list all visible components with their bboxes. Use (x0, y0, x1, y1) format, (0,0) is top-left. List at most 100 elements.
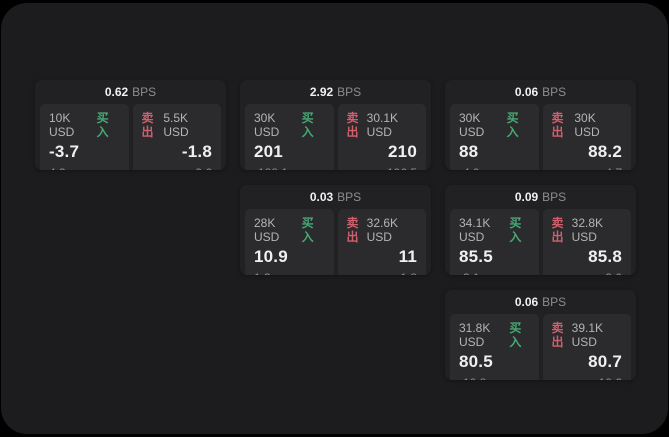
bps-unit-label: BPS (337, 190, 362, 204)
bps-unit-label: BPS (132, 85, 157, 99)
sell-panel-top: 卖出 5.5K USD (142, 111, 213, 139)
card-header: 2.92 BPS (240, 80, 431, 104)
bps-unit-label: BPS (542, 85, 567, 99)
buy-delta: -188.1 (254, 166, 325, 170)
buy-panel[interactable]: 34.1K USD 买入 85.5 -3.1 (450, 209, 539, 275)
buy-price: 85.5 (459, 247, 493, 266)
sell-panel[interactable]: 卖出 30K USD 88.2 4.7 (542, 104, 631, 170)
bps-value: 0.06 (514, 295, 539, 309)
buy-panel[interactable]: 28K USD 买入 10.9 1.3 (245, 209, 334, 275)
buy-size-label: 31.8K USD (459, 321, 491, 349)
sell-price: 85.8 (588, 247, 622, 266)
card-header: 0.62 BPS (35, 80, 226, 104)
sell-tag: 卖出 (551, 216, 564, 244)
quote-panels: 28K USD 买入 10.9 1.3 卖出 32.6K USD 11 -1.8 (240, 209, 431, 275)
cards-grid: 0.62 BPS 10K USD 买入 -3.7 4.3 卖出 5.5K USD… (35, 80, 636, 380)
sell-panel-top: 卖出 32.8K USD (552, 216, 623, 244)
buy-size-label: 10K USD (49, 111, 75, 139)
sell-delta: 3.0 (552, 271, 622, 275)
bps-unit-label: BPS (542, 190, 567, 204)
sell-panel-top: 卖出 30.1K USD (347, 111, 418, 139)
buy-delta: -4.9 (459, 166, 530, 170)
sell-price: 210 (388, 142, 417, 161)
buy-delta: 1.3 (254, 271, 325, 275)
sell-size-label: 32.8K USD (571, 216, 603, 244)
buy-panel-top: 34.1K USD 买入 (459, 216, 530, 244)
buy-tag: 买入 (509, 321, 522, 349)
sell-tag: 卖出 (346, 216, 359, 244)
buy-price: 80.5 (459, 352, 493, 371)
buy-size-label: 34.1K USD (459, 216, 491, 244)
buy-price: 10.9 (254, 247, 288, 266)
buy-tag: 买入 (96, 111, 109, 139)
buy-panel[interactable]: 30K USD 买入 88 -4.9 (450, 104, 539, 170)
sell-delta: -1.8 (347, 271, 417, 275)
buy-size-label: 30K USD (459, 111, 485, 139)
quote-card: 0.06 BPS 31.8K USD 买入 80.5 -10.8 卖出 39.1… (445, 290, 636, 380)
sell-price: 11 (398, 247, 417, 266)
buy-price: 88 (459, 142, 479, 161)
card-header: 0.09 BPS (445, 185, 636, 209)
sell-panel-top: 卖出 32.6K USD (347, 216, 418, 244)
sell-delta: -2.6 (142, 166, 212, 170)
sell-size-label: 39.1K USD (571, 321, 603, 349)
sell-panel-top: 卖出 30K USD (552, 111, 623, 139)
bps-value: 0.03 (309, 190, 334, 204)
buy-size-label: 30K USD (254, 111, 280, 139)
buy-delta: -3.1 (459, 271, 530, 275)
buy-delta: -10.8 (459, 376, 530, 380)
card-header: 0.03 BPS (240, 185, 431, 209)
sell-price: 88.2 (588, 142, 622, 161)
sell-size-label: 30.1K USD (366, 111, 398, 139)
quote-panels: 34.1K USD 买入 85.5 -3.1 卖出 32.8K USD 85.8… (445, 209, 636, 275)
buy-panel[interactable]: 10K USD 买入 -3.7 4.3 (40, 104, 129, 170)
buy-panel-top: 30K USD 买入 (459, 111, 530, 139)
sell-size-label: 32.6K USD (366, 216, 398, 244)
sell-price: -1.8 (181, 142, 212, 161)
buy-tag: 买入 (301, 111, 314, 139)
bps-value: 0.62 (104, 85, 129, 99)
sell-tag: 卖出 (346, 111, 359, 139)
quote-panels: 30K USD 买入 88 -4.9 卖出 30K USD 88.2 4.7 (445, 104, 636, 170)
sell-panel[interactable]: 卖出 30.1K USD 210 196.5 (337, 104, 426, 170)
card-header: 0.06 BPS (445, 80, 636, 104)
buy-size-label: 28K USD (254, 216, 280, 244)
sell-panel[interactable]: 卖出 39.1K USD 80.7 10.2 (542, 314, 631, 380)
sell-panel[interactable]: 卖出 5.5K USD -1.8 -2.6 (132, 104, 221, 170)
sell-panel[interactable]: 卖出 32.6K USD 11 -1.8 (337, 209, 426, 275)
sell-panel[interactable]: 卖出 32.8K USD 85.8 3.0 (542, 209, 631, 275)
buy-price: 201 (254, 142, 283, 161)
buy-panel-top: 31.8K USD 买入 (459, 321, 530, 349)
quote-panels: 30K USD 买入 201 -188.1 卖出 30.1K USD 210 1… (240, 104, 431, 170)
buy-tag: 买入 (301, 216, 314, 244)
buy-tag: 买入 (506, 111, 519, 139)
buy-panel-top: 28K USD 买入 (254, 216, 325, 244)
quote-card: 0.09 BPS 34.1K USD 买入 85.5 -3.1 卖出 32.8K… (445, 185, 636, 275)
quote-panels: 31.8K USD 买入 80.5 -10.8 卖出 39.1K USD 80.… (445, 314, 636, 380)
buy-panel[interactable]: 31.8K USD 买入 80.5 -10.8 (450, 314, 539, 380)
sell-delta: 196.5 (347, 166, 417, 170)
quote-panels: 10K USD 买入 -3.7 4.3 卖出 5.5K USD -1.8 -2.… (35, 104, 226, 170)
buy-panel-top: 30K USD 买入 (254, 111, 325, 139)
sell-price: 80.7 (588, 352, 622, 371)
sell-delta: 4.7 (552, 166, 622, 170)
sell-tag: 卖出 (141, 111, 154, 139)
sell-delta: 10.2 (552, 376, 622, 380)
bps-unit-label: BPS (542, 295, 567, 309)
sell-size-label: 30K USD (574, 111, 600, 139)
quote-card: 0.03 BPS 28K USD 买入 10.9 1.3 卖出 32.6K US… (240, 185, 431, 275)
sell-panel-top: 卖出 39.1K USD (552, 321, 623, 349)
bps-unit-label: BPS (337, 85, 362, 99)
bps-value: 0.06 (514, 85, 539, 99)
bps-value: 0.09 (514, 190, 539, 204)
buy-panel[interactable]: 30K USD 买入 201 -188.1 (245, 104, 334, 170)
buy-price: -3.7 (49, 142, 80, 161)
buy-panel-top: 10K USD 买入 (49, 111, 120, 139)
buy-tag: 买入 (509, 216, 522, 244)
sell-tag: 卖出 (551, 321, 564, 349)
quote-card: 2.92 BPS 30K USD 买入 201 -188.1 卖出 30.1K … (240, 80, 431, 170)
sell-size-label: 5.5K USD (163, 111, 189, 139)
sell-tag: 卖出 (551, 111, 564, 139)
card-header: 0.06 BPS (445, 290, 636, 314)
quote-card: 0.06 BPS 30K USD 买入 88 -4.9 卖出 30K USD 8… (445, 80, 636, 170)
